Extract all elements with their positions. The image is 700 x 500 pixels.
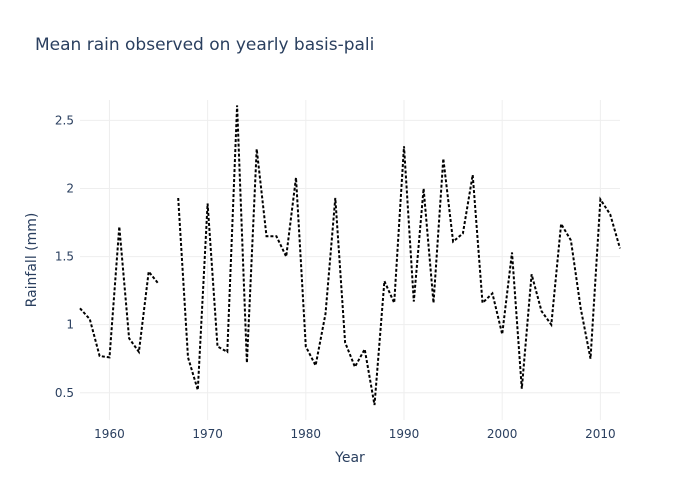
grid-layer (80, 100, 620, 420)
data-point (334, 197, 336, 199)
data-point (501, 333, 503, 335)
data-point (158, 283, 160, 285)
data-point (521, 388, 523, 390)
data-point (383, 280, 385, 282)
chart-title: Mean rain observed on yearly basis-pali (35, 35, 374, 55)
series-0 (79, 104, 621, 406)
data-point (344, 341, 346, 343)
data-point (177, 197, 179, 199)
x-axis-ticks: 1960 1970 1980 1990 2000 2010 (94, 427, 615, 441)
y-axis-ticks: 0.5 1 1.5 2 2.5 (55, 113, 74, 399)
data-point (462, 232, 464, 234)
data-point (354, 366, 356, 368)
x-tick-label: 1970 (192, 427, 223, 441)
x-tick-label: 1960 (94, 427, 125, 441)
data-point (275, 235, 277, 237)
data-point (482, 302, 484, 304)
data-point (207, 202, 209, 204)
data-point (442, 158, 444, 160)
data-point (324, 313, 326, 315)
data-point (266, 235, 268, 237)
data-point (108, 356, 110, 358)
data-point (531, 273, 533, 275)
data-point (550, 324, 552, 326)
data-point (128, 337, 130, 339)
data-point (452, 241, 454, 243)
x-axis-title: Year (334, 450, 365, 466)
y-tick-label: 1 (66, 318, 74, 332)
data-point (403, 145, 405, 147)
x-tick-label: 2000 (487, 427, 518, 441)
x-tick-label: 1980 (291, 427, 322, 441)
data-point (197, 389, 199, 391)
data-point (580, 307, 582, 309)
y-tick-label: 2 (66, 182, 74, 196)
data-point (216, 345, 218, 347)
data-point (226, 351, 228, 353)
x-tick-label: 2010 (585, 427, 616, 441)
data-point (599, 198, 601, 200)
data-point (590, 358, 592, 360)
data-point (305, 345, 307, 347)
series-line (177, 105, 621, 406)
y-tick-label: 2.5 (55, 113, 74, 127)
y-tick-label: 1.5 (55, 250, 74, 264)
plot-area (79, 104, 621, 406)
data-point (423, 188, 425, 190)
data-point (570, 239, 572, 241)
y-axis-title: Rainfall (mm) (24, 213, 40, 308)
data-point (540, 310, 542, 312)
data-point (99, 355, 101, 357)
data-point (246, 362, 248, 364)
data-point (79, 307, 81, 309)
data-point (89, 318, 91, 320)
y-tick-label: 0.5 (55, 386, 74, 400)
data-point (619, 247, 621, 249)
data-point (491, 292, 493, 294)
x-tick-label: 1990 (389, 427, 420, 441)
series-line (79, 226, 160, 359)
data-point (138, 351, 140, 353)
data-point (256, 148, 258, 150)
data-point (364, 348, 366, 350)
data-point (285, 256, 287, 258)
data-point (413, 301, 415, 303)
data-point (118, 226, 120, 228)
data-point (560, 223, 562, 225)
data-point (148, 271, 150, 273)
data-point (609, 213, 611, 215)
data-point (236, 104, 238, 106)
data-point (393, 302, 395, 304)
data-point (187, 356, 189, 358)
data-point (432, 302, 434, 304)
data-point (472, 174, 474, 176)
data-point (511, 252, 513, 254)
data-point (374, 404, 376, 406)
data-point (315, 365, 317, 367)
data-point (295, 177, 297, 179)
